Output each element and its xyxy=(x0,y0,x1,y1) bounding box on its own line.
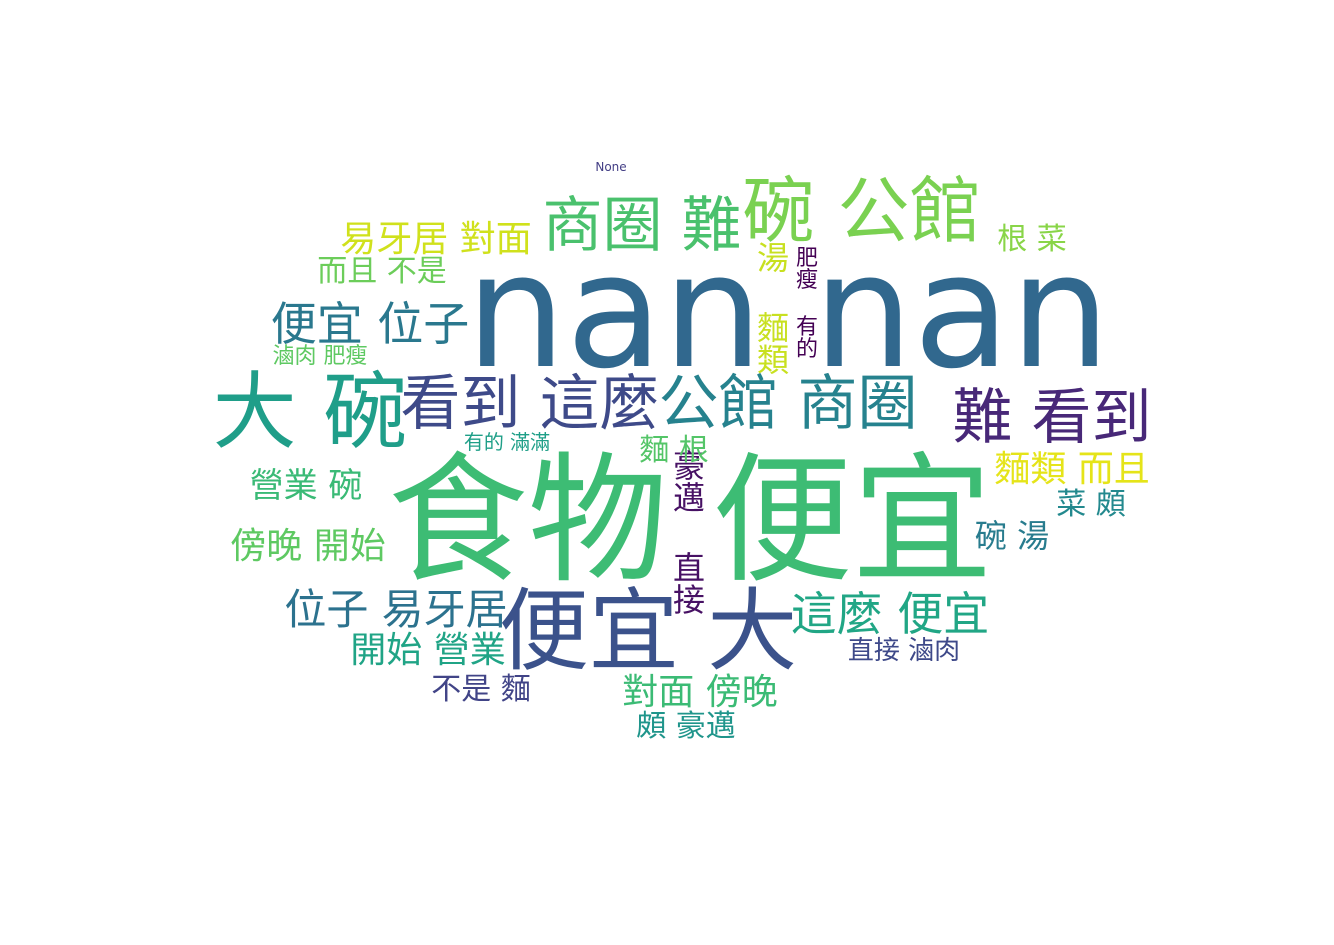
word-not-noodle: 不是 麵 xyxy=(431,672,531,707)
word-direct-braised: 直接 滷肉 xyxy=(847,636,961,666)
word-business-bowl: 營業 碗 xyxy=(249,466,363,506)
word-none: None xyxy=(595,160,627,174)
word-opposite-evening: 對面 傍晚 xyxy=(622,672,778,713)
word-yiyaju-opposite: 易牙居 對面 xyxy=(340,219,532,260)
word-root-vegetable: 根 菜 xyxy=(997,222,1067,257)
word-start-business: 開始 營業 xyxy=(350,630,506,671)
word-noodles-also: 麵類 而且 xyxy=(994,449,1150,490)
word-district-hard: 商圈 難 xyxy=(542,191,742,261)
word-soup-noodles: 湯 麵類 xyxy=(752,241,790,375)
word-bowl-gongguan: 碗 公館 xyxy=(742,169,982,253)
word-see-so: 看到 這麼 xyxy=(400,369,660,439)
word-food-cheap: 食物 便宜 xyxy=(387,440,993,603)
word-cheap-seat: 便宜 位子 xyxy=(270,297,470,351)
word-bold-direct: 豪邁 直接 xyxy=(668,449,706,615)
word-also-not: 而且 不是 xyxy=(317,254,447,289)
word-hard-see: 難 看到 xyxy=(952,383,1152,453)
word-vegetable-quite: 菜 頗 xyxy=(1056,487,1126,522)
word-gongguan-district: 公館 商圈 xyxy=(658,369,918,439)
word-quite-bold: 頗 豪邁 xyxy=(636,709,736,744)
word-fat-lean-some: 肥瘦 有的 xyxy=(792,245,817,359)
word-some-full: 有的 滿滿 xyxy=(463,430,551,454)
word-seat-yiyaju: 位子 易牙居 xyxy=(284,585,508,634)
word-noodle-root: 麵 根 xyxy=(639,433,709,468)
word-bowl-soup: 碗 湯 xyxy=(974,517,1050,555)
word-big-bowl: 大 碗 xyxy=(212,363,408,461)
word-cheap-big: 便宜 大 xyxy=(498,579,798,684)
word-nan-nan: nan nan xyxy=(465,220,1111,404)
word-braised-fatlean: 滷肉 肥瘦 xyxy=(272,344,368,369)
word-so-cheap: 這麼 便宜 xyxy=(790,587,990,641)
word-evening-start: 傍晚 開始 xyxy=(230,526,386,567)
